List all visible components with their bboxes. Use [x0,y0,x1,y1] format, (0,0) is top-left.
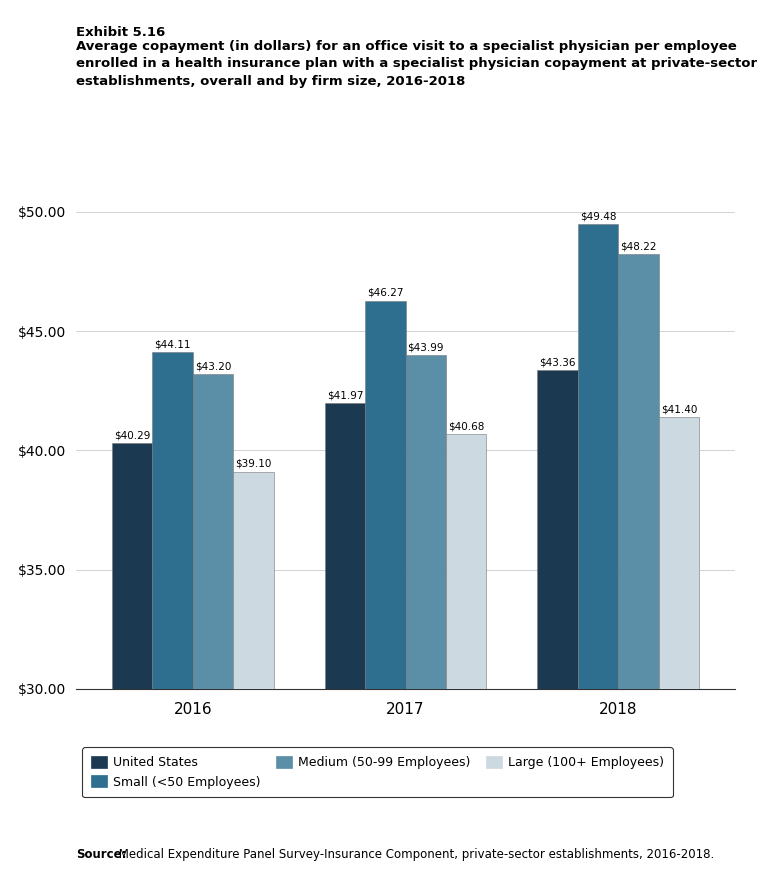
Text: $43.36: $43.36 [540,358,576,367]
Text: $41.40: $41.40 [661,404,697,414]
Text: $39.10: $39.10 [235,459,271,469]
Bar [537,370,578,689]
Bar [578,224,619,689]
Bar [193,374,233,689]
Text: $49.48: $49.48 [580,211,616,222]
Bar [324,404,365,689]
Text: Source:: Source: [76,848,127,861]
Text: $46.27: $46.27 [367,288,403,298]
Bar [152,352,193,689]
Text: $48.22: $48.22 [620,241,656,252]
Text: $43.20: $43.20 [195,361,231,371]
Bar [406,355,446,689]
Bar [233,472,274,689]
Bar [112,443,152,689]
Bar [446,434,487,689]
Text: $40.68: $40.68 [448,421,484,431]
Text: $44.11: $44.11 [155,339,191,350]
Bar [619,254,659,689]
Text: Average copayment (in dollars) for an office visit to a specialist physician per: Average copayment (in dollars) for an of… [76,40,757,87]
Text: Exhibit 5.16: Exhibit 5.16 [76,26,165,40]
Legend: United States, Small (<50 Employees), Medium (50-99 Employees), Large (100+ Empl: United States, Small (<50 Employees), Me… [82,747,673,797]
Text: $43.99: $43.99 [408,343,444,352]
Bar [365,301,406,689]
Text: Medical Expenditure Panel Survey-Insurance Component, private-sector establishme: Medical Expenditure Panel Survey-Insuran… [115,848,715,861]
Bar [659,417,699,689]
Text: $40.29: $40.29 [114,431,150,441]
Text: $41.97: $41.97 [327,390,363,401]
